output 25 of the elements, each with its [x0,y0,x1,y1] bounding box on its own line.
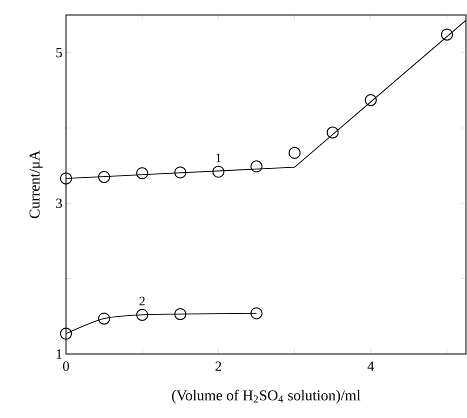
y-tick-label: 1 [56,349,62,359]
point [250,160,262,172]
series-label: 1 [216,154,221,162]
point [98,312,110,325]
point [440,28,453,41]
x-tick-label: 2 [216,362,222,371]
point [212,166,224,178]
y-tick-label: 3 [56,198,62,208]
point [60,172,72,184]
point [326,126,339,139]
point [98,170,110,183]
y-tick-label: 5 [56,48,62,58]
series-label: 2 [140,296,145,306]
point [288,146,301,159]
point [174,308,186,320]
point [136,167,148,180]
x-tick-label: 4 [368,362,374,371]
point [60,328,72,340]
point [364,94,377,106]
point [136,308,148,321]
point [250,307,262,320]
x-tick-label: 0 [63,362,69,371]
point [174,166,186,178]
y-axis-title: Current/μA [30,150,43,218]
x-axis-title: (Volume of H$_{2}$SO$_{4}$ solution)/ml [172,390,360,404]
